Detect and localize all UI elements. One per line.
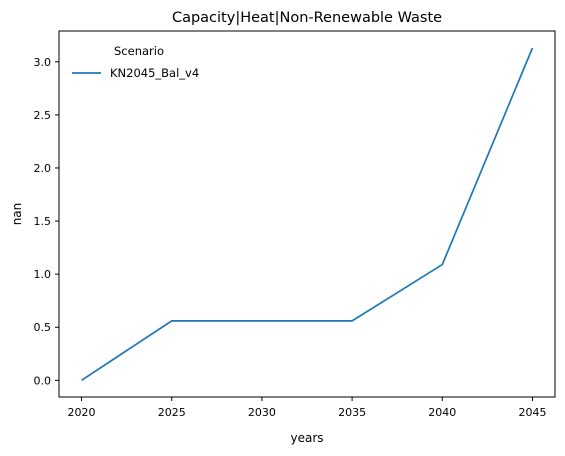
x-tick-label: 2030 bbox=[248, 406, 276, 419]
y-axis-label: nan bbox=[10, 203, 24, 226]
x-axis: 2020 2025 2030 2035 2040 2045 bbox=[68, 397, 546, 419]
x-tick-label: 2025 bbox=[158, 406, 186, 419]
y-tick-label: 2.0 bbox=[34, 162, 52, 175]
x-tick-label: 2035 bbox=[338, 406, 366, 419]
axes-frame bbox=[58, 30, 556, 398]
y-tick-label: 1.0 bbox=[34, 268, 52, 281]
y-tick-label: 3.0 bbox=[34, 56, 52, 69]
legend-entry-label: KN2045_Bal_v4 bbox=[110, 66, 199, 80]
x-axis-label: years bbox=[290, 431, 323, 445]
y-tick-label: 1.5 bbox=[34, 215, 52, 228]
x-tick-label: 2045 bbox=[518, 406, 546, 419]
y-tick-label: 2.5 bbox=[34, 109, 52, 122]
plot-area bbox=[58, 30, 556, 398]
x-tick-label: 2020 bbox=[68, 406, 96, 419]
x-tick-label: 2040 bbox=[428, 406, 456, 419]
chart-title: Capacity|Heat|Non-Renewable Waste bbox=[172, 10, 442, 26]
series-line-0 bbox=[81, 47, 534, 382]
series-layer bbox=[81, 47, 534, 382]
y-tick-label: 0.5 bbox=[34, 321, 52, 334]
y-tick-label: 0.0 bbox=[34, 374, 52, 387]
y-axis: 0.0 0.5 1.0 1.5 2.0 2.5 3.0 bbox=[34, 56, 59, 387]
legend: Scenario KN2045_Bal_v4 bbox=[72, 44, 199, 80]
legend-title: Scenario bbox=[114, 44, 164, 58]
